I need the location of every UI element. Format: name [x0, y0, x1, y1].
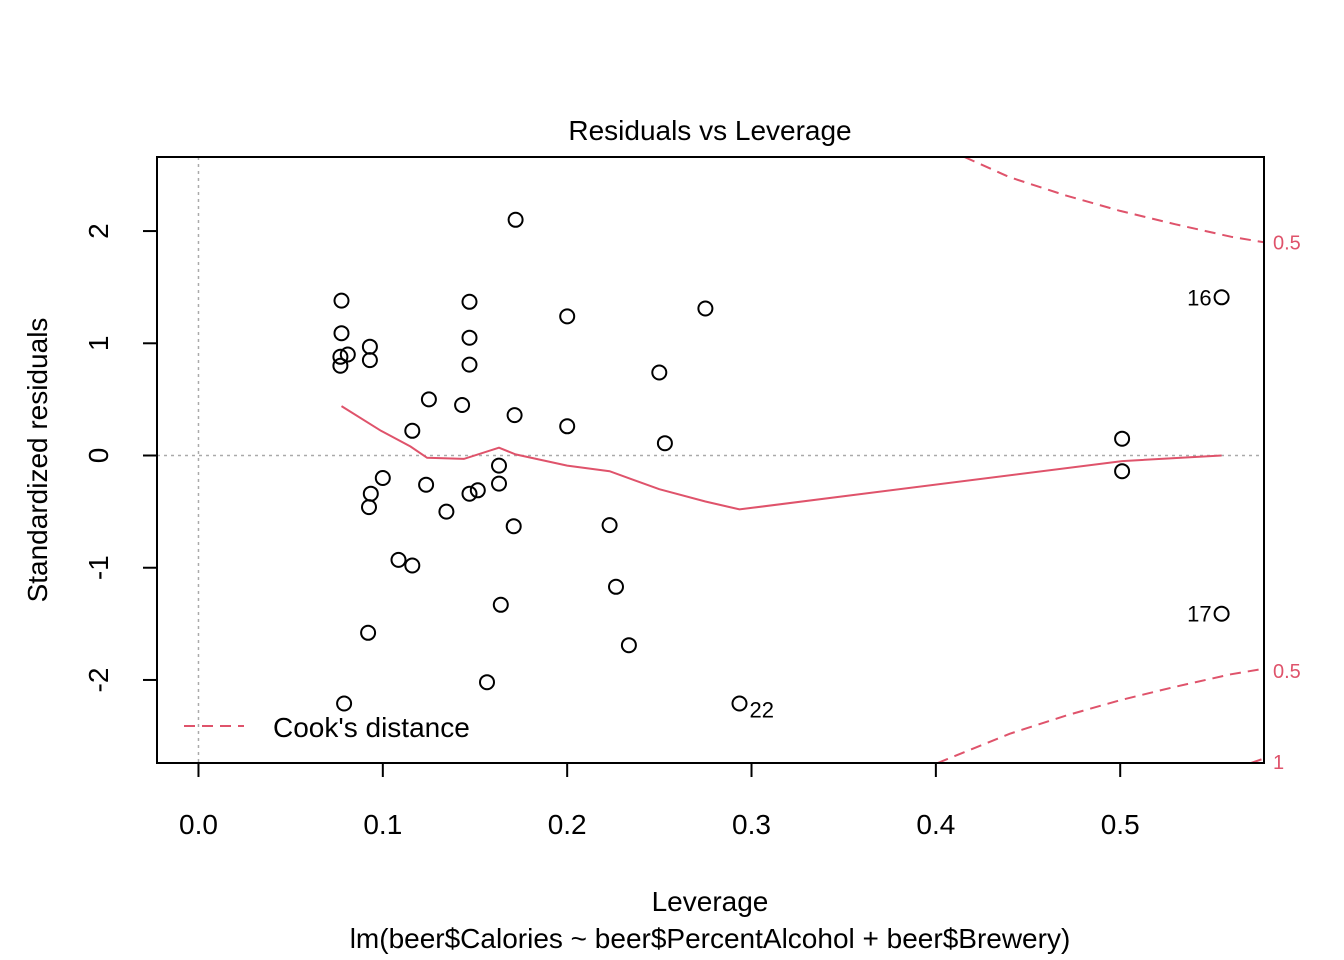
- data-point: [361, 499, 377, 516]
- data-point: [461, 356, 478, 373]
- y-tick-label: 0: [83, 448, 114, 464]
- cooks-contour-0.5-lower: [937, 667, 1264, 763]
- data-point: [491, 475, 507, 492]
- data-point: [418, 476, 435, 493]
- x-tick-label: 0.0: [179, 809, 218, 840]
- plot-frame: [156, 156, 1265, 764]
- point-label-17: 17: [1187, 602, 1211, 627]
- contour-labels: 0.5 0.5 1: [1273, 232, 1301, 774]
- data-point: [697, 300, 714, 317]
- legend-label: Cook's distance: [273, 712, 470, 743]
- cooks-contour-0.5-upper: [963, 157, 1264, 244]
- data-point: [390, 551, 407, 568]
- data-point: [505, 518, 522, 535]
- legend: Cook's distance: [184, 712, 470, 743]
- data-point: [479, 674, 495, 691]
- data-point: [420, 391, 437, 408]
- data-point: [332, 357, 349, 374]
- y-axis: -2 -1 0 1 2: [83, 223, 158, 693]
- x-tick-label: 0.2: [548, 809, 587, 840]
- data-point: [559, 308, 576, 325]
- data-point: [651, 364, 668, 381]
- reference-lines: [157, 157, 1264, 763]
- smoother-line-group: [340, 405, 1222, 511]
- data-point: [492, 596, 509, 613]
- data-point: [339, 346, 356, 363]
- data-point: [332, 348, 349, 365]
- data-point: [620, 637, 637, 654]
- data-point: [506, 407, 523, 424]
- point-label-16: 16: [1187, 285, 1211, 310]
- data-point: [404, 422, 421, 439]
- data-point: [333, 325, 350, 342]
- data-point: [507, 211, 524, 228]
- data-point: [361, 352, 378, 369]
- y-tick-label: 2: [83, 223, 114, 239]
- data-point: [454, 397, 471, 413]
- x-axis: 0.0 0.1 0.2 0.3 0.4 0.5: [179, 762, 1140, 840]
- data-point: [461, 293, 478, 310]
- x-axis-label: Leverage: [652, 886, 769, 917]
- data-point: [360, 624, 377, 641]
- y-tick-label: -1: [83, 555, 114, 580]
- x-tick-label: 0.3: [732, 809, 771, 840]
- data-point: [1213, 289, 1230, 306]
- y-tick-label: -2: [83, 668, 114, 693]
- model-subtitle: lm(beer$Calories ~ beer$PercentAlcohol +…: [350, 923, 1071, 954]
- data-point: [491, 457, 507, 474]
- data-point: [404, 557, 421, 574]
- data-point: [361, 338, 378, 355]
- y-axis-label: Standardized residuals: [22, 318, 53, 603]
- data-point: [333, 292, 350, 309]
- smoother-line: [340, 405, 1222, 511]
- chart-title: Residuals vs Leverage: [568, 115, 851, 146]
- data-point: [731, 695, 748, 712]
- data-point: [461, 485, 478, 502]
- data-point: [362, 485, 379, 502]
- x-tick-label: 0.1: [363, 809, 402, 840]
- point-labels: 16 17 22: [750, 285, 1212, 722]
- data-point: [1114, 430, 1131, 447]
- data-point: [1213, 605, 1230, 622]
- data-point: [469, 482, 486, 499]
- data-point: [559, 418, 576, 435]
- cooks-distance-contours: [937, 157, 1264, 763]
- data-point: [1114, 463, 1131, 480]
- data-point: [461, 329, 478, 346]
- contour-label: 0.5: [1273, 661, 1301, 683]
- contour-label: 0.5: [1273, 232, 1301, 254]
- x-tick-label: 0.4: [916, 809, 955, 840]
- data-point: [336, 695, 353, 712]
- data-points: [332, 211, 1230, 712]
- data-point: [608, 578, 624, 595]
- data-point: [601, 517, 618, 534]
- data-point: [656, 435, 673, 452]
- data-point: [438, 503, 455, 520]
- data-point: [374, 470, 391, 486]
- point-label-22: 22: [750, 698, 774, 723]
- contour-label: 1: [1273, 752, 1284, 774]
- y-tick-label: 1: [83, 336, 114, 352]
- x-tick-label: 0.5: [1101, 809, 1140, 840]
